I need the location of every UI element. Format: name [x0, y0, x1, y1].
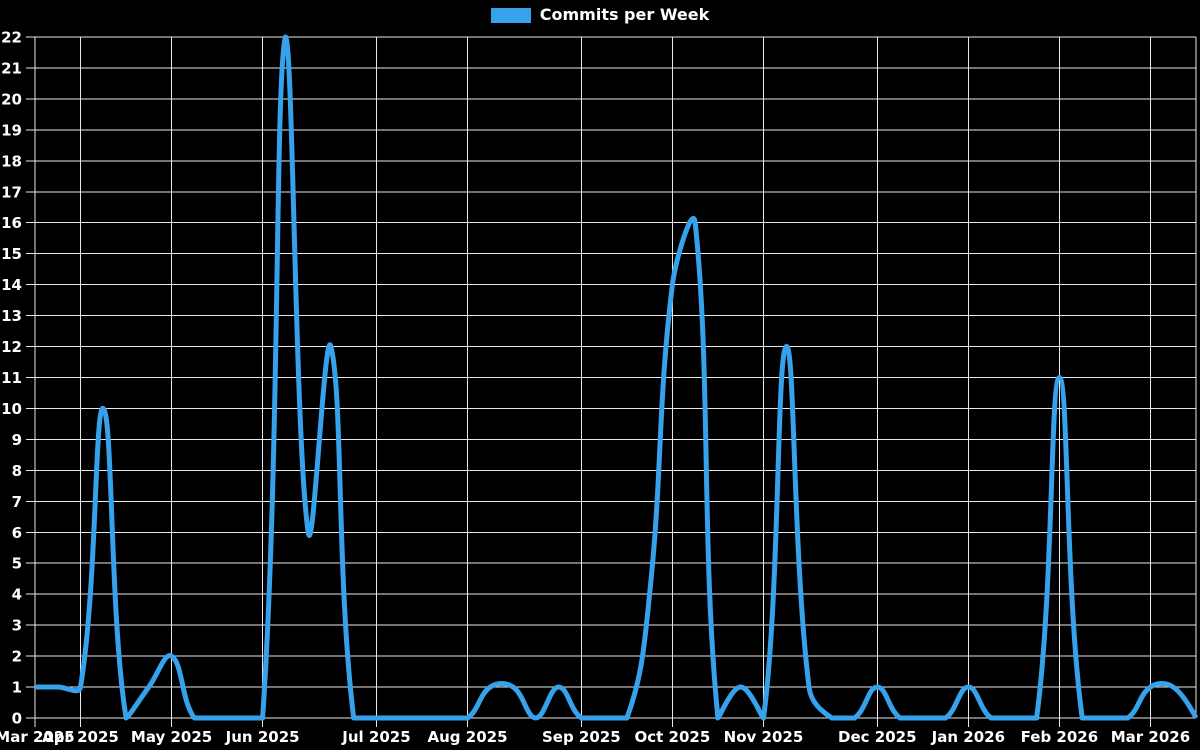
y-axis-label-2: 2 — [12, 648, 22, 666]
y-axis-label-8: 8 — [12, 462, 22, 480]
y-axis-label-21: 21 — [1, 59, 22, 77]
y-axis-label-7: 7 — [12, 493, 22, 511]
x-axis-label-Feb-2026: Feb 2026 — [1021, 728, 1099, 746]
y-axis-label-9: 9 — [12, 431, 22, 449]
y-axis-label-20: 20 — [1, 90, 22, 108]
y-axis-label-19: 19 — [1, 121, 22, 139]
x-axis-label-Sep-2025: Sep 2025 — [542, 728, 621, 746]
x-axis-label-Mar-2025: Mar 2025 — [0, 728, 75, 746]
x-axis-label-Mar-2026: Mar 2026 — [1111, 728, 1190, 746]
y-axis-label-14: 14 — [1, 276, 22, 294]
x-axis-label-Aug-2025: Aug 2025 — [428, 728, 508, 746]
y-axis-label-3: 3 — [12, 617, 22, 635]
y-axis-label-4: 4 — [12, 586, 22, 604]
x-axis-label-Apr-2025: Apr 2025 — [42, 728, 119, 746]
y-axis-label-22: 22 — [1, 29, 22, 47]
y-axis-label-18: 18 — [1, 152, 22, 170]
legend-swatch — [490, 7, 531, 23]
y-axis-label-17: 17 — [1, 183, 22, 201]
y-axis-label-0: 0 — [12, 710, 22, 728]
y-axis-label-1: 1 — [12, 679, 22, 697]
x-axis-label-Jun-2025: Jun 2025 — [225, 728, 300, 746]
y-axis-label-15: 15 — [1, 245, 22, 263]
x-axis-label-Nov-2025: Nov 2025 — [724, 728, 804, 746]
y-axis-label-11: 11 — [1, 369, 22, 387]
commits-line-series[interactable] — [35, 34, 1199, 721]
chart-legend-item[interactable]: Commits per Week — [0, 7, 1200, 23]
y-axis-label-6: 6 — [12, 524, 22, 542]
y-axis-label-10: 10 — [1, 400, 22, 418]
x-axis-label-May-2025: May 2025 — [131, 728, 212, 746]
y-axis-label-12: 12 — [1, 338, 22, 356]
x-axis-label-Jul-2025: Jul 2025 — [341, 728, 410, 746]
y-axis-label-5: 5 — [12, 555, 22, 573]
x-axis-label-Jan-2026: Jan 2026 — [931, 728, 1005, 746]
legend-label: Commits per Week — [539, 5, 710, 24]
x-axis-label-Oct-2025: Oct 2025 — [635, 728, 711, 746]
y-axis-label-13: 13 — [1, 307, 22, 325]
x-axis-label-Dec-2025: Dec 2025 — [838, 728, 917, 746]
y-axis-label-16: 16 — [1, 214, 22, 232]
